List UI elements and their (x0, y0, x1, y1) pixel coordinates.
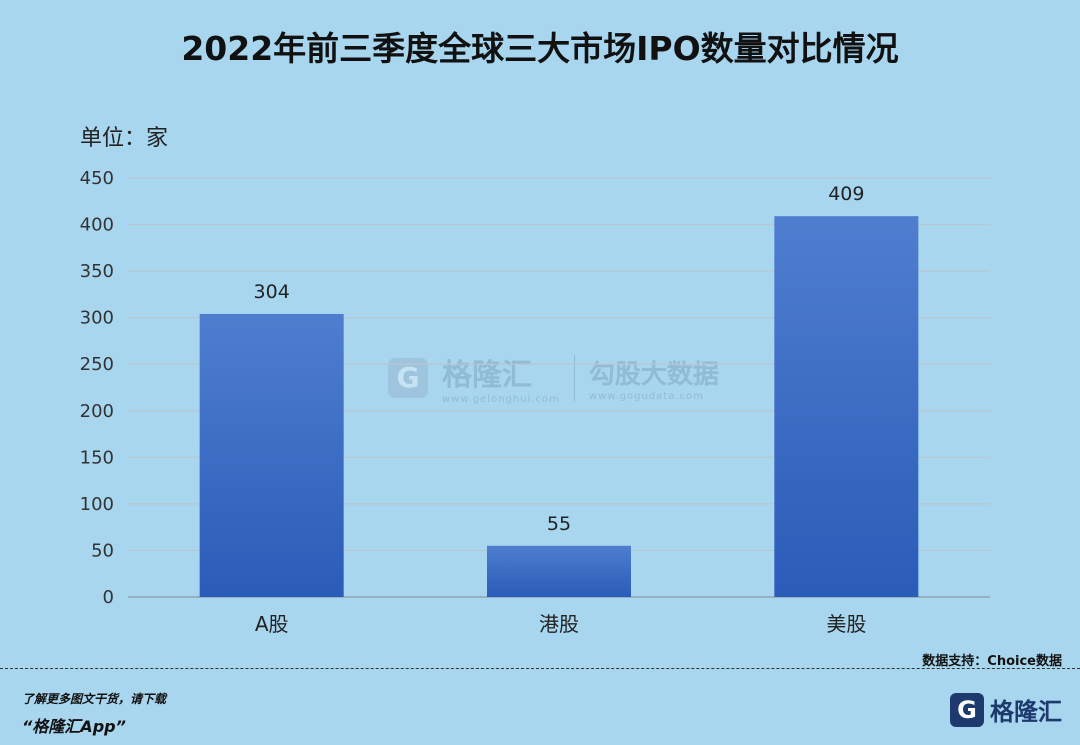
watermark-url-2: www.gogudata.com (588, 390, 704, 402)
data-label: 55 (547, 513, 571, 535)
bar-0 (199, 313, 344, 597)
unit-label: 单位：家 (80, 126, 169, 151)
bar-2 (774, 216, 919, 598)
y-tick-label: 0 (103, 587, 114, 608)
y-tick-label: 100 (80, 494, 114, 515)
watermark-url-1: www.gelonghui.com (442, 394, 560, 405)
y-tick-label: 400 (80, 215, 114, 236)
brand-name: 格隆汇 (990, 698, 1062, 726)
brand-g-icon: G (950, 692, 984, 727)
data-label: 409 (828, 183, 864, 205)
x-tick-label: 美股 (826, 612, 866, 636)
x-tick-label: 港股 (539, 612, 579, 636)
y-tick-label: 250 (80, 354, 114, 375)
promo-line-1: 了解更多图文干货，请下载 (22, 692, 167, 706)
y-tick-label: 350 (80, 261, 114, 282)
brand-logo: G 格隆汇 (950, 692, 1062, 727)
bar-1 (487, 545, 631, 597)
footer-divider (0, 668, 1080, 669)
watermark-separator (573, 354, 575, 401)
data-source: 数据支持：Choice数据 (922, 654, 1062, 669)
data-label: 304 (254, 281, 290, 303)
y-tick-label: 50 (91, 540, 114, 561)
x-tick-label: A股 (255, 612, 289, 636)
y-tick-label: 300 (80, 308, 114, 329)
promo-line-2: “格隆汇App” (22, 717, 126, 736)
bar-chart: 0 50 100 150 200 250 300 350 400 450 304 A股 55 港股 409 美… (80, 168, 990, 636)
chart-title: 2022年前三季度全球三大市场IPO数量对比情况 (181, 29, 899, 68)
y-tick-label: 450 (80, 168, 114, 189)
y-tick-label: 200 (80, 401, 114, 422)
y-tick-label: 150 (80, 447, 114, 468)
